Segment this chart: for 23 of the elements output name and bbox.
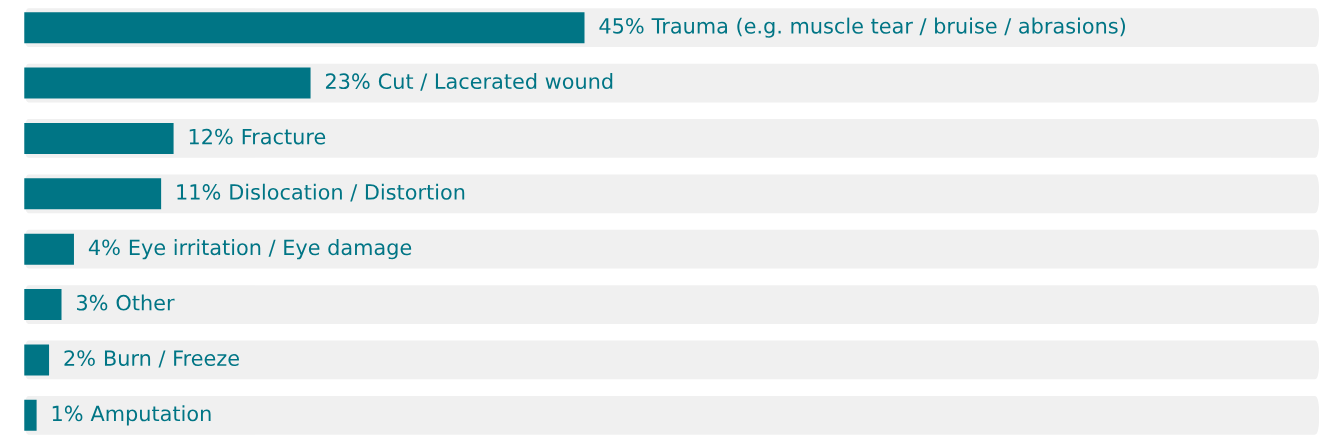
y-tick-label: Trauma (e.g. muscle tear / bruise / abrasions) (651, 17, 1125, 38)
y-tick-label: Fracture (242, 129, 326, 145)
data-label: 1% (52, 405, 83, 422)
y-tick-label: Other (116, 294, 175, 311)
data-label: 2% (64, 350, 95, 366)
y-tick-label: Eye irritation / Eye damage (129, 239, 412, 260)
y-tick-label: Dislocation / Distortion (230, 183, 465, 202)
y-tick-label: Burn / Freeze (104, 350, 239, 368)
bar (24, 344, 50, 376)
data-label: 23% (325, 73, 370, 90)
bar (24, 399, 37, 431)
data-label: 3% (76, 294, 108, 311)
data-label: 12% (189, 128, 233, 145)
bar (24, 122, 174, 154)
y-tick-label: Cut / Lacerated wound (378, 72, 613, 91)
bar (24, 178, 162, 210)
bar (24, 289, 62, 321)
y-tick-label: Amputation (90, 405, 211, 426)
data-label: 4% (88, 239, 120, 256)
bar (24, 67, 311, 99)
data-label: 45% (599, 17, 644, 34)
bar (24, 233, 74, 265)
data-label: 11% (177, 184, 221, 200)
